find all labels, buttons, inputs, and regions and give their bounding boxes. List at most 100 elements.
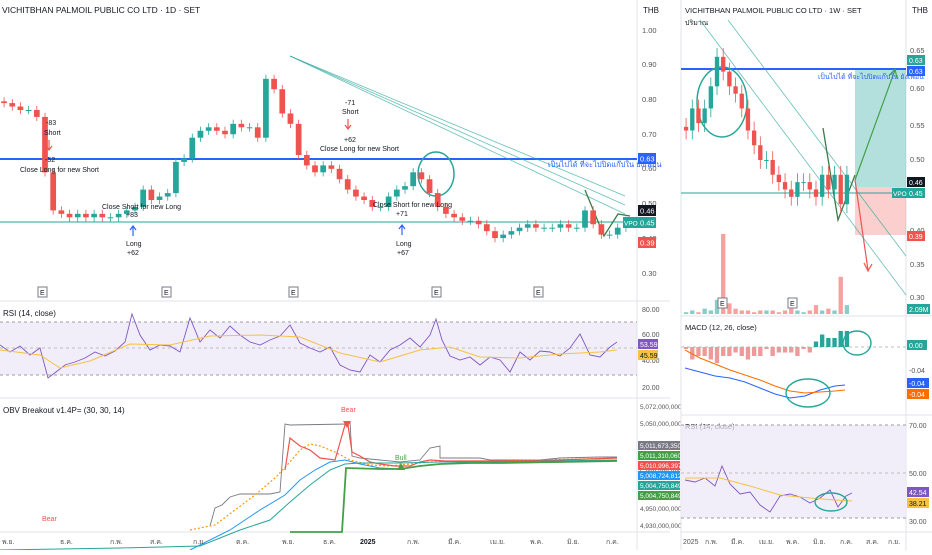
macd-circle-lower[interactable] (785, 378, 831, 408)
macd-histogram (683, 331, 850, 363)
volume-bar (795, 310, 800, 314)
volume-bar (733, 308, 738, 314)
right-chart: VICHITBHAN PALMOIL PUBLIC CO LTD · 1W · … (680, 0, 932, 550)
time-tick: 2025 (683, 539, 699, 546)
candle-body (1, 101, 7, 104)
candle-body (385, 196, 392, 207)
annotation-label: +62 (127, 250, 139, 257)
left-rsi-line (0, 312, 618, 379)
earnings-icon[interactable] (37, 286, 48, 298)
candle-body (708, 86, 713, 109)
macd-bar (764, 347, 769, 349)
rsi-tick: 80.00 (642, 307, 660, 314)
down-arrow-icon (45, 140, 53, 151)
macd-bar (801, 347, 806, 349)
left-trendline-3[interactable] (289, 55, 626, 197)
earnings-icon[interactable] (787, 297, 798, 309)
candle-body (606, 234, 613, 236)
candle-body (173, 161, 179, 194)
candle-body (807, 182, 812, 190)
target-zone[interactable] (855, 70, 906, 187)
candle-body (565, 224, 572, 228)
macd-badge: 0.00 (909, 343, 923, 350)
earnings-label: E (536, 290, 541, 297)
candle-body (516, 227, 523, 232)
candle-body (181, 158, 187, 162)
annotation-label: Close Short for new Long (102, 204, 181, 211)
left-trendline-1[interactable] (289, 55, 626, 206)
candle-body (598, 224, 605, 235)
macd-bar (844, 331, 850, 347)
candle-body (132, 206, 138, 211)
left-time-axis[interactable]: พ.ย. ธ.ค. ก.พ. ส.ค. ก.ย. ต.ค. พ.ย. ธ.ค. … (2, 538, 619, 546)
time-tick: ก.ค. (606, 539, 619, 546)
macd-bar (702, 347, 707, 356)
earnings-icon[interactable] (717, 297, 728, 309)
time-tick: ต.ค. (236, 539, 249, 546)
price-badge: VPO (624, 221, 638, 228)
obv-badge: 5,010,996,397 (640, 463, 682, 470)
candle-body (115, 213, 122, 218)
price-tick: 0.50 (642, 199, 657, 208)
earnings-label: E (720, 301, 725, 308)
candle-body (9, 103, 16, 107)
candle-body (123, 210, 130, 214)
candle-body (702, 108, 707, 124)
candle-body (361, 196, 367, 200)
badge-bg (907, 188, 925, 198)
candle-body (770, 160, 775, 175)
obv-badge: 5,011,310,060 (640, 453, 681, 460)
price-badge: 0.45 (909, 191, 923, 198)
badge-bg (907, 55, 925, 65)
volume-bar (751, 312, 757, 314)
badge-bg (892, 188, 907, 198)
right-trendline-1[interactable] (699, 19, 907, 296)
candle-body (83, 213, 89, 218)
macd-signal-line (684, 349, 846, 394)
earnings-icon[interactable] (431, 286, 442, 298)
annotation-label: Long (396, 241, 412, 248)
volume-bar (745, 310, 751, 314)
badge-bg (907, 340, 927, 350)
left-chart: VICHITBHAN PALMOIL PUBLIC CO LTD · 1D · … (0, 0, 682, 551)
volume-bar (820, 310, 825, 314)
time-tick: ธ.ค. (323, 539, 336, 546)
candle-body (795, 182, 800, 197)
macd-bar (751, 347, 757, 356)
annotation-label: Close Long for new Short (20, 167, 99, 174)
earnings-icon[interactable] (161, 286, 172, 298)
time-tick: ธ.ค. (60, 539, 73, 546)
candle-body (58, 210, 65, 214)
right-trendline-2[interactable] (727, 19, 907, 257)
macd-bar (789, 347, 794, 353)
left-trendline-2[interactable] (289, 55, 626, 215)
candle-body (33, 110, 40, 117)
price-tick: 0.60 (910, 84, 925, 93)
annotation-label: +83 (126, 212, 138, 219)
rsi-tick: 50.00 (909, 471, 927, 478)
earnings-icon[interactable] (288, 286, 299, 298)
time-tick: มี.ค. (448, 538, 461, 546)
annotation-label: Short (44, 130, 61, 137)
left-chart-title: VICHITBHAN PALMOIL PUBLIC CO LTD · 1D · … (2, 5, 200, 15)
time-tick: ส.ค. (150, 539, 163, 546)
price-tick: 0.50 (910, 155, 925, 164)
right-time-axis[interactable]: 2025 ก.พ. มี.ค. เม.ย. พ.ค. มิ.ย. ก.ค. ส.… (683, 538, 900, 546)
rsi-circle[interactable] (814, 492, 848, 512)
annotation-label: -52 (45, 157, 55, 164)
time-tick: มิ.ย. (567, 538, 580, 546)
macd-bar (758, 347, 763, 356)
badge-bg (638, 441, 680, 450)
rsi-badge: 45.59 (640, 353, 658, 360)
right-zigzag[interactable] (822, 127, 856, 223)
candle-body (801, 182, 806, 184)
macd-circle-upper[interactable] (842, 330, 872, 356)
candle-body (320, 165, 327, 173)
earnings-icon[interactable] (533, 286, 544, 298)
right-thai-note: เป็นไปได้ ที่จะไปปิดแก๊ปใน ยังเพื่อน (818, 72, 924, 81)
time-tick: พ.ค. (530, 539, 543, 546)
time-tick: มี.ค. (731, 538, 744, 546)
price-tick: 0.80 (642, 95, 657, 104)
left-price-badges: 0.63 0.46 VPO 0.45 0.39 (623, 153, 656, 248)
